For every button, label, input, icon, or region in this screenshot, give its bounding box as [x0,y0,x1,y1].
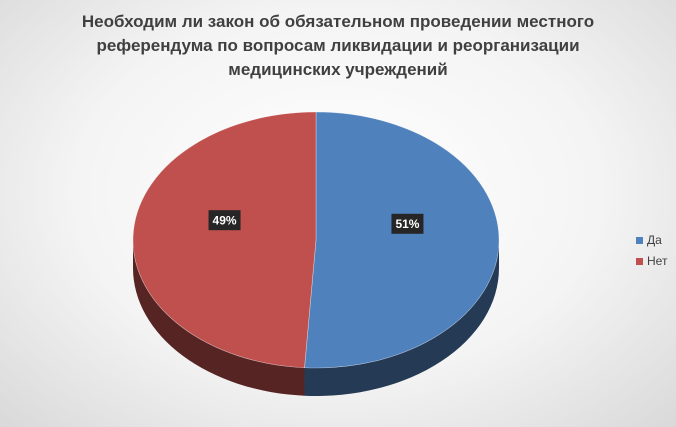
slice-side [304,240,499,397]
data-label-box [208,210,241,231]
chart-title: Необходим ли закон об обязательном прове… [81,12,595,79]
data-label: 51% [395,217,419,231]
legend-label: Да [647,233,662,247]
slice [304,111,500,369]
legend-label: Нет [647,254,668,268]
data-label: 49% [213,213,237,227]
legend-swatch [636,237,643,244]
slice [132,111,317,369]
slice-side [133,240,305,396]
data-label-box [391,213,424,234]
legend-swatch [636,258,643,265]
